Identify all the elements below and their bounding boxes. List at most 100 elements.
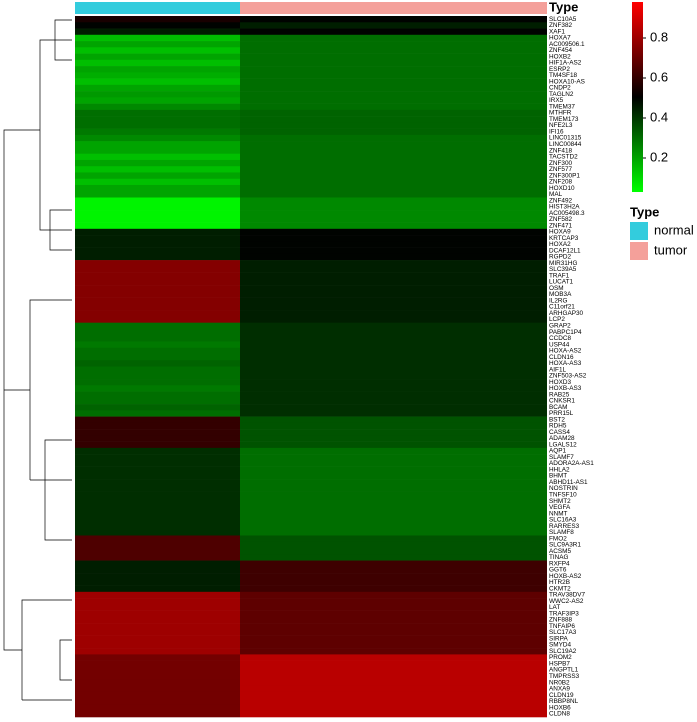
heatmap-cell — [75, 109, 240, 117]
heatmap-cell — [75, 285, 240, 292]
heatmap-cell — [240, 623, 547, 630]
heatmap-cell — [75, 441, 240, 449]
heatmap-cell — [75, 166, 240, 173]
row-label: ZNF208 — [549, 179, 573, 186]
heatmap-cell — [75, 710, 240, 718]
row-label: HIF1A-AS2 — [549, 60, 582, 67]
row-label: TAGLN2 — [549, 91, 574, 98]
row-label: ZNF492 — [549, 197, 573, 204]
heatmap-cell — [75, 241, 240, 248]
heatmap-cell — [240, 191, 547, 198]
annotation-bar — [75, 2, 240, 14]
colorbar-tick-label: 0.2 — [650, 149, 668, 164]
heatmap-cell — [240, 128, 547, 136]
row-label: MIR31HG — [549, 260, 577, 267]
heatmap-cell — [75, 591, 240, 599]
heatmap-cell — [240, 34, 547, 42]
heatmap-cell — [240, 341, 547, 349]
row-label: ACSM5 — [549, 548, 571, 555]
legend-swatch — [630, 242, 648, 260]
row-label: RGPD2 — [549, 254, 571, 261]
heatmap-cell — [240, 228, 547, 236]
heatmap-cell — [240, 216, 547, 223]
heatmap-cell — [240, 166, 547, 173]
legend-label: tumor — [654, 242, 688, 257]
heatmap-cell — [75, 141, 240, 148]
row-label: USP44 — [549, 341, 570, 348]
row-label: ZNF471 — [549, 222, 573, 229]
row-label: RDH5 — [549, 423, 567, 430]
row-label: DCAF12L1 — [549, 247, 581, 254]
heatmap-cell — [240, 322, 547, 330]
heatmap-cell — [75, 404, 240, 411]
row-label: HOXB-AS3 — [549, 385, 582, 392]
heatmap-cell — [240, 184, 547, 192]
heatmap-cell — [240, 103, 547, 111]
row-label: MTHFR — [549, 110, 572, 117]
heatmap-cell — [240, 360, 547, 367]
row-label: RXFP4 — [549, 560, 570, 567]
row-label: HOXA9 — [549, 229, 571, 236]
heatmap-cell — [75, 673, 240, 680]
heatmap-cell — [75, 310, 240, 317]
heatmap-cell — [75, 97, 240, 104]
heatmap-cell — [240, 704, 547, 712]
heatmap-cell — [240, 529, 547, 536]
heatmap-cell — [240, 203, 547, 211]
heatmap-cell — [240, 303, 547, 311]
heatmap-cell — [75, 397, 240, 405]
heatmap-cell — [240, 235, 547, 242]
heatmap-cell — [240, 335, 547, 342]
heatmap-cell — [240, 698, 547, 705]
row-label: GRAP2 — [549, 323, 571, 330]
heatmap-cell — [240, 291, 547, 298]
heatmap-cell — [240, 691, 547, 699]
heatmap-cell — [240, 391, 547, 399]
heatmap-cell — [240, 159, 547, 167]
heatmap-cell — [240, 648, 547, 655]
row-label: LUCAT1 — [549, 279, 573, 286]
colorbar-tick-label: 0.8 — [650, 29, 668, 44]
row-label: ANXA9 — [549, 686, 570, 693]
heatmap-cell — [75, 216, 240, 223]
heatmap-cell — [75, 623, 240, 630]
row-label: ZNF503-AS2 — [549, 373, 587, 380]
heatmap-cell — [75, 303, 240, 311]
heatmap-cell — [75, 260, 240, 267]
row-label: ZNF888 — [549, 617, 573, 624]
row-label: ESRP2 — [549, 66, 570, 73]
row-label: RARRES3 — [549, 523, 580, 530]
heatmap-cell — [240, 97, 547, 104]
heatmap-cell — [240, 147, 547, 154]
heatmap-cell — [240, 84, 547, 92]
heatmap-cell — [240, 178, 547, 186]
row-label: CNKSR1 — [549, 398, 575, 405]
heatmap-cell — [75, 235, 240, 242]
heatmap-cell — [75, 184, 240, 192]
row-label: ZNF582 — [549, 216, 573, 223]
heatmap-cell — [75, 53, 240, 61]
row-label: GGT6 — [549, 567, 567, 574]
heatmap-cell — [75, 335, 240, 342]
heatmap-cell — [240, 366, 547, 374]
heatmap-cell — [75, 648, 240, 655]
heatmap-cell — [75, 153, 240, 161]
row-label: SLC9A3R1 — [549, 542, 581, 549]
row-label: IL2RG — [549, 297, 567, 304]
row-label: TRAF1 — [549, 272, 570, 279]
annotation-bar — [240, 2, 547, 14]
heatmap-cell — [75, 353, 240, 361]
row-label: TRAV38DV7 — [549, 592, 586, 599]
heatmap-cell — [240, 91, 547, 98]
row-label: HOXD3 — [549, 379, 571, 386]
heatmap-cell — [75, 560, 240, 568]
heatmap-cell — [75, 222, 240, 230]
row-label: HOXD10 — [549, 185, 575, 192]
row-label: BCAM — [549, 404, 567, 411]
heatmap-cell — [240, 416, 547, 424]
row-label: SLC16A3 — [549, 517, 577, 524]
heatmap-cell — [75, 84, 240, 92]
heatmap-cell — [240, 247, 547, 255]
heatmap-cell — [240, 591, 547, 599]
legend-label: normal — [654, 222, 694, 237]
